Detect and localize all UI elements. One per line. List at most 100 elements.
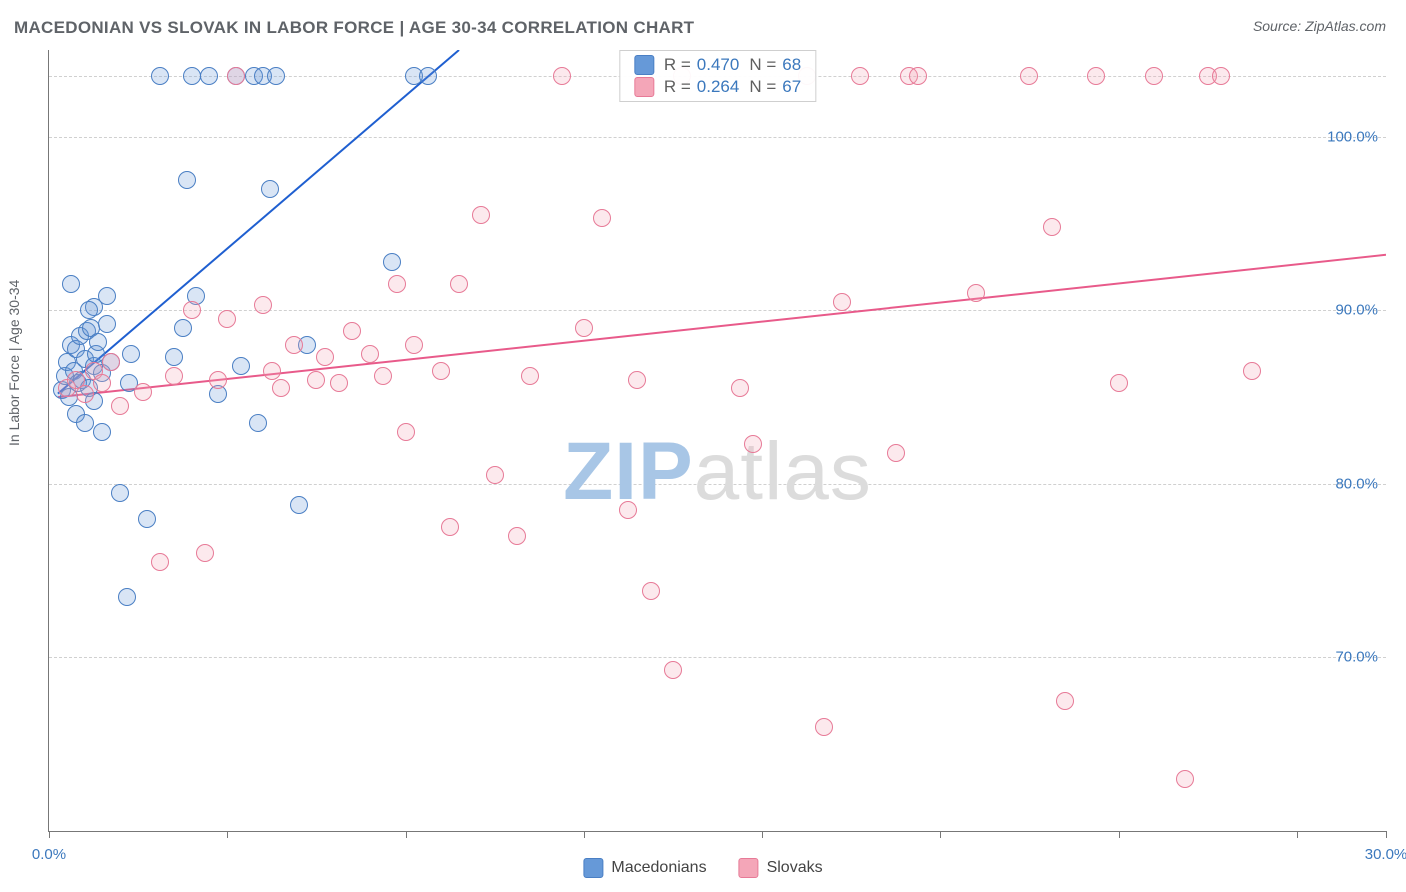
data-point (744, 435, 762, 453)
watermark-rest: atlas (694, 426, 872, 517)
data-point (405, 336, 423, 354)
x-tick-label: 0.0% (32, 846, 66, 863)
data-point (397, 423, 415, 441)
trend-line (58, 50, 459, 394)
chart-container: MACEDONIAN VS SLOVAK IN LABOR FORCE | AG… (0, 0, 1406, 892)
data-point (307, 371, 325, 389)
trend-line (58, 255, 1386, 397)
data-point (102, 353, 120, 371)
data-point (967, 284, 985, 302)
data-point (575, 319, 593, 337)
stats-r-1: R = 0.264 (664, 77, 739, 97)
data-point (343, 322, 361, 340)
plot-area: 70.0%80.0%90.0%100.0%0.0%30.0% ZIPatlas … (48, 50, 1386, 832)
y-tick-label: 90.0% (1335, 302, 1378, 319)
data-point (93, 364, 111, 382)
legend: Macedonians Slovaks (583, 858, 822, 878)
stats-swatch-1 (634, 77, 654, 97)
data-point (290, 496, 308, 514)
data-point (76, 414, 94, 432)
data-point (71, 327, 89, 345)
data-point (53, 381, 71, 399)
watermark: ZIPatlas (563, 425, 872, 519)
data-point (521, 367, 539, 385)
data-point (85, 392, 103, 410)
gridline (49, 310, 1386, 311)
data-point (73, 371, 91, 389)
data-point (628, 371, 646, 389)
stats-n-1: N = 67 (749, 77, 801, 97)
data-point (1110, 374, 1128, 392)
data-point (76, 350, 94, 368)
data-point (209, 371, 227, 389)
data-point (69, 374, 87, 392)
data-point (138, 510, 156, 528)
legend-swatch-0 (583, 858, 603, 878)
data-point (1176, 770, 1194, 788)
data-point (1043, 218, 1061, 236)
data-point (508, 527, 526, 545)
data-point (298, 336, 316, 354)
data-point (272, 379, 290, 397)
data-point (80, 379, 98, 397)
data-point (383, 253, 401, 271)
data-point (67, 340, 85, 358)
data-point (58, 379, 76, 397)
data-point (731, 379, 749, 397)
data-point (87, 345, 105, 363)
data-point (65, 362, 83, 380)
x-tick (1297, 831, 1298, 838)
source-label: Source: ZipAtlas.com (1253, 18, 1386, 34)
data-point (85, 298, 103, 316)
x-tick (227, 831, 228, 838)
data-point (151, 553, 169, 571)
data-point (450, 275, 468, 293)
data-point (111, 484, 129, 502)
data-point (98, 315, 116, 333)
legend-label-0: Macedonians (611, 859, 706, 877)
data-point (472, 206, 490, 224)
x-tick (1119, 831, 1120, 838)
data-point (67, 405, 85, 423)
data-point (361, 345, 379, 363)
legend-swatch-1 (739, 858, 759, 878)
data-point (196, 544, 214, 562)
data-point (1056, 692, 1074, 710)
stats-row-0: R = 0.470 N = 68 (634, 55, 801, 75)
watermark-bold: ZIP (563, 426, 694, 517)
y-tick-label: 80.0% (1335, 475, 1378, 492)
data-point (441, 518, 459, 536)
data-point (593, 209, 611, 227)
data-point (887, 444, 905, 462)
data-point (178, 171, 196, 189)
data-point (374, 367, 392, 385)
data-point (93, 423, 111, 441)
y-axis-label: In Labor Force | Age 30-34 (6, 280, 22, 446)
stats-swatch-0 (634, 55, 654, 75)
x-tick (49, 831, 50, 838)
data-point (316, 348, 334, 366)
x-tick (1386, 831, 1387, 838)
gridline (49, 657, 1386, 658)
data-point (249, 414, 267, 432)
data-point (102, 353, 120, 371)
data-point (85, 362, 103, 380)
stats-row-1: R = 0.264 N = 67 (634, 77, 801, 97)
data-point (67, 371, 85, 389)
data-point (209, 385, 227, 403)
x-tick (762, 831, 763, 838)
data-point (98, 287, 116, 305)
data-point (218, 310, 236, 328)
data-point (174, 319, 192, 337)
data-point (82, 319, 100, 337)
gridline (49, 137, 1386, 138)
data-point (232, 357, 250, 375)
data-point (58, 353, 76, 371)
data-point (254, 296, 272, 314)
data-point (187, 287, 205, 305)
data-point (642, 582, 660, 600)
data-point (134, 383, 152, 401)
x-tick (940, 831, 941, 838)
stats-box: R = 0.470 N = 68 R = 0.264 N = 67 (619, 50, 816, 102)
data-point (118, 588, 136, 606)
